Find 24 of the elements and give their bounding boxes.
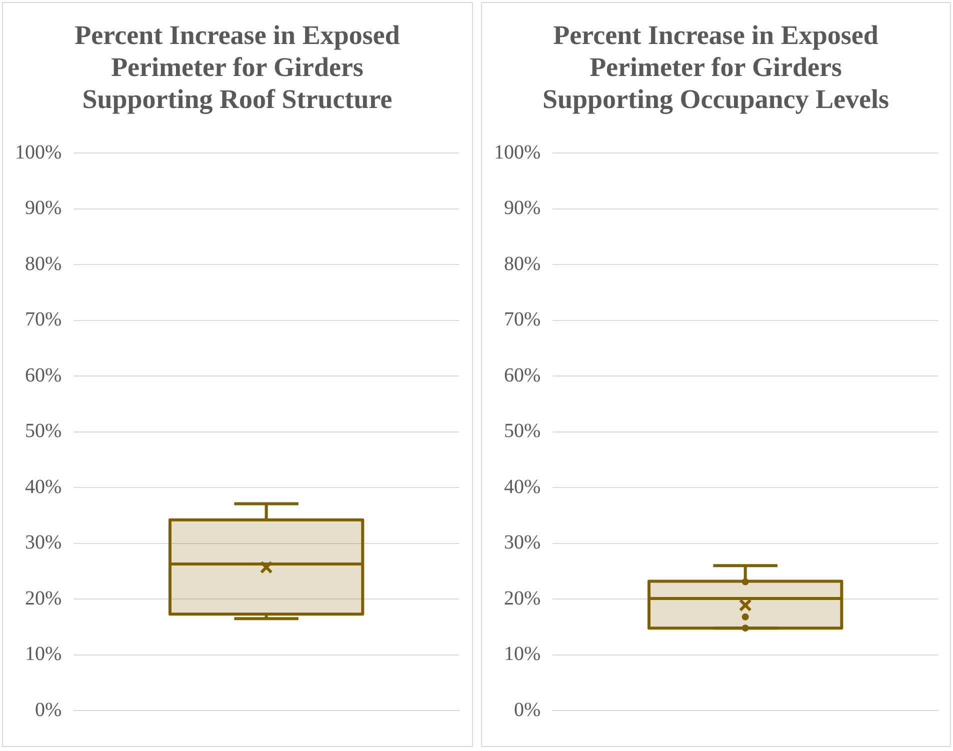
y-tick-label: 100% <box>14 141 62 164</box>
y-tick-label: 100% <box>493 141 540 164</box>
y-tick-label: 70% <box>24 308 62 331</box>
y-tick-label: 40% <box>503 476 540 498</box>
y-tick-label: 80% <box>503 252 540 275</box>
y-tick-label: 30% <box>24 532 62 554</box>
chart-title: Percent Increase in Exposed Perimeter for Girders Supporting Roof Structure <box>74 19 401 116</box>
y-tick-label: 10% <box>503 643 540 666</box>
y-tick-label: 20% <box>503 587 540 610</box>
y-tick-label: 50% <box>503 420 540 442</box>
y-tick-label: 50% <box>24 420 62 442</box>
y-tick-label: 20% <box>24 587 62 610</box>
y-tick-label: 60% <box>24 364 62 386</box>
y-tick-label: 70% <box>503 308 540 331</box>
y-tick-label: 90% <box>503 197 540 220</box>
y-tick-label: 90% <box>24 197 62 220</box>
y-tick-label: 60% <box>503 364 540 386</box>
y-tick-label: 40% <box>24 476 62 498</box>
y-tick-label: 10% <box>24 643 62 666</box>
chart-title: Percent Increase in Exposed Perimeter for Girders Supporting Occupancy Levels <box>541 19 890 116</box>
y-tick-label: 80% <box>24 252 62 275</box>
y-tick-label: 0% <box>34 698 62 721</box>
y-tick-label: 30% <box>503 532 540 554</box>
y-tick-label: 0% <box>513 698 540 721</box>
